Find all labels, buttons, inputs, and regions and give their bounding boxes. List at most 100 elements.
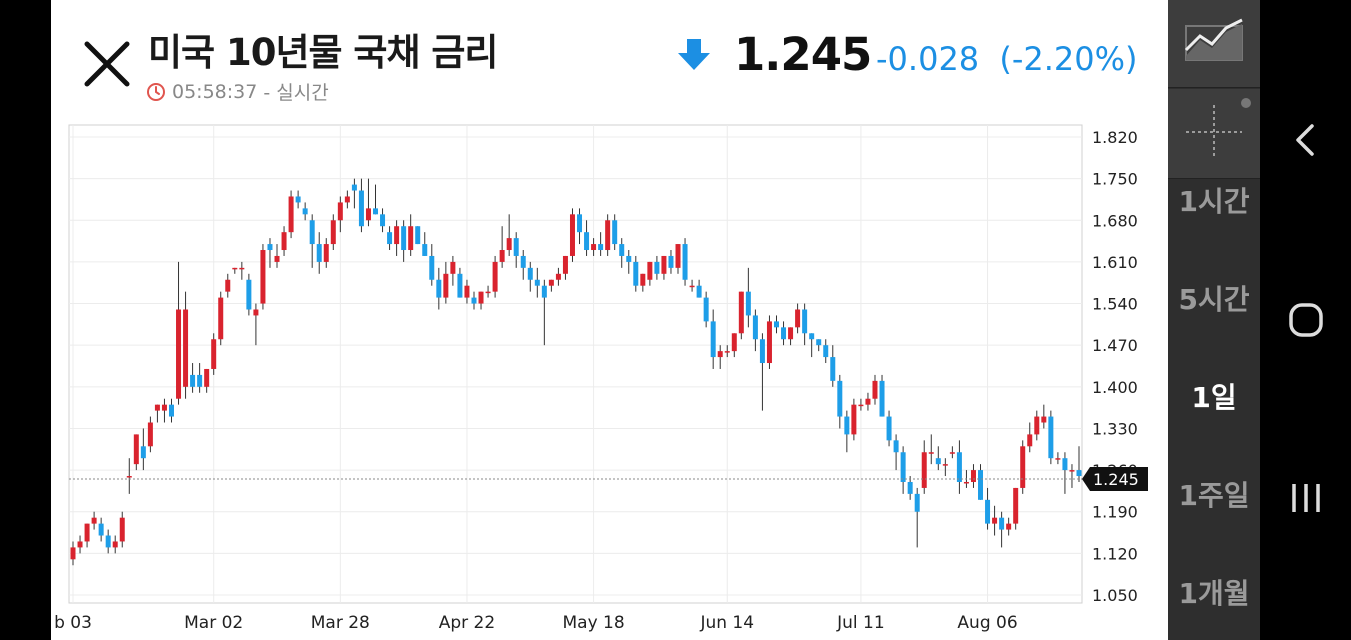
candle-body — [548, 279, 554, 286]
period-1w[interactable]: 1주일 — [1178, 479, 1250, 512]
candle-body — [344, 196, 350, 203]
y-tick-label: 1.120 — [1092, 544, 1138, 563]
candle-body — [766, 321, 772, 364]
price-change: -0.028 (-2.20%) — [876, 40, 1138, 78]
candle-body — [1048, 416, 1054, 459]
candle-body — [267, 244, 273, 251]
candle-body — [907, 481, 913, 494]
back-icon[interactable] — [1286, 120, 1326, 160]
candle-body — [619, 244, 625, 256]
candle-body — [415, 226, 421, 245]
candle-body — [562, 255, 568, 274]
candle-body — [865, 398, 871, 405]
candle-body — [886, 416, 892, 441]
candle-body — [436, 279, 442, 298]
chart-type-button[interactable] — [1168, 0, 1260, 88]
candle-body — [239, 267, 245, 270]
x-tick-label: May 18 — [562, 613, 624, 633]
candle-body — [527, 267, 533, 280]
candle-body — [183, 309, 189, 387]
candle-body — [295, 196, 301, 203]
candle-body — [591, 244, 597, 251]
candle-body — [323, 244, 329, 262]
candle-body — [126, 476, 132, 478]
candle-body — [738, 291, 744, 334]
period-1h[interactable]: 1시간 — [1178, 185, 1250, 218]
candle-body — [161, 404, 167, 411]
candle-body — [914, 493, 920, 512]
y-tick-label: 1.750 — [1092, 170, 1138, 189]
candle-body — [1062, 458, 1068, 471]
recent-apps-icon[interactable] — [1286, 478, 1326, 518]
candle-body — [668, 255, 674, 268]
candle-body — [605, 220, 611, 251]
y-tick-label: 1.190 — [1092, 503, 1138, 522]
chart-screen: 미국 10년물 국채 금리 05:58:37 - 실시간 1.245 -0.02… — [51, 0, 1168, 640]
candle-body — [197, 374, 203, 387]
candle-body — [640, 273, 646, 286]
candle-body — [478, 291, 484, 304]
candle-body — [176, 309, 182, 399]
home-icon[interactable] — [1286, 300, 1326, 340]
candle-body — [281, 232, 287, 251]
candle-body — [253, 309, 259, 316]
candle-body — [464, 285, 470, 298]
candle-body — [351, 184, 357, 191]
last-price-label: 1.245 — [1093, 470, 1139, 489]
candle-body — [682, 244, 688, 280]
x-tick-label: Mar 28 — [311, 613, 370, 633]
period-1m[interactable]: 1개월 — [1178, 577, 1250, 610]
candle-body — [225, 279, 231, 292]
candle-body — [985, 499, 991, 524]
candle-body — [773, 321, 779, 328]
candlestick-chart[interactable]: 1.820 1.750 1.680 1.610 1.540 1.470 1.400 1.330… — [51, 0, 1168, 640]
candle-body — [190, 374, 196, 387]
current-price: 1.245 — [734, 28, 872, 81]
candle-body — [387, 232, 393, 245]
candle-body — [450, 261, 456, 274]
candle-body — [661, 255, 667, 274]
down-arrow-icon — [678, 39, 710, 70]
candle-body — [316, 244, 322, 262]
candle-body — [893, 440, 899, 453]
y-tick-label: 1.400 — [1092, 378, 1138, 397]
candle-body — [696, 285, 702, 298]
y-tick-label: 1.820 — [1092, 128, 1138, 147]
candle-body — [928, 452, 934, 454]
x-tick-label: b 03 — [54, 613, 92, 633]
period-5h[interactable]: 5시간 — [1178, 283, 1250, 316]
candle-body — [70, 547, 76, 560]
candle-body — [809, 333, 815, 340]
candle-body — [555, 273, 561, 280]
system-nav-bar — [1260, 0, 1351, 640]
candle-body — [992, 517, 998, 524]
candle-body — [745, 291, 751, 316]
candle-body — [246, 279, 252, 310]
candle-body — [717, 351, 723, 358]
candle-body — [147, 422, 153, 447]
candle-body — [970, 470, 976, 482]
candle-body — [168, 404, 174, 417]
candle-body — [309, 220, 315, 245]
candle-body — [337, 202, 343, 221]
page-title: 미국 10년물 국채 금리 — [148, 31, 498, 74]
candle-body — [204, 368, 210, 387]
candle-body — [408, 226, 414, 251]
candle-body — [380, 214, 386, 227]
candle-body — [584, 232, 590, 251]
candle-body — [112, 541, 118, 548]
x-tick-label: Aug 06 — [957, 613, 1017, 633]
x-tick-label: Apr 22 — [439, 613, 495, 633]
candle-body — [795, 309, 801, 328]
candle-body — [506, 238, 512, 251]
y-tick-label: 1.470 — [1092, 336, 1138, 355]
candle-body — [935, 458, 941, 465]
crosshair-button[interactable] — [1168, 89, 1260, 179]
period-1d[interactable]: 1일 — [1191, 381, 1237, 414]
close-icon[interactable] — [81, 38, 133, 90]
candle-body — [140, 446, 146, 459]
candle-body — [879, 380, 885, 417]
candle-body — [612, 220, 618, 245]
candle-body — [872, 380, 878, 399]
candle-body — [485, 291, 491, 294]
